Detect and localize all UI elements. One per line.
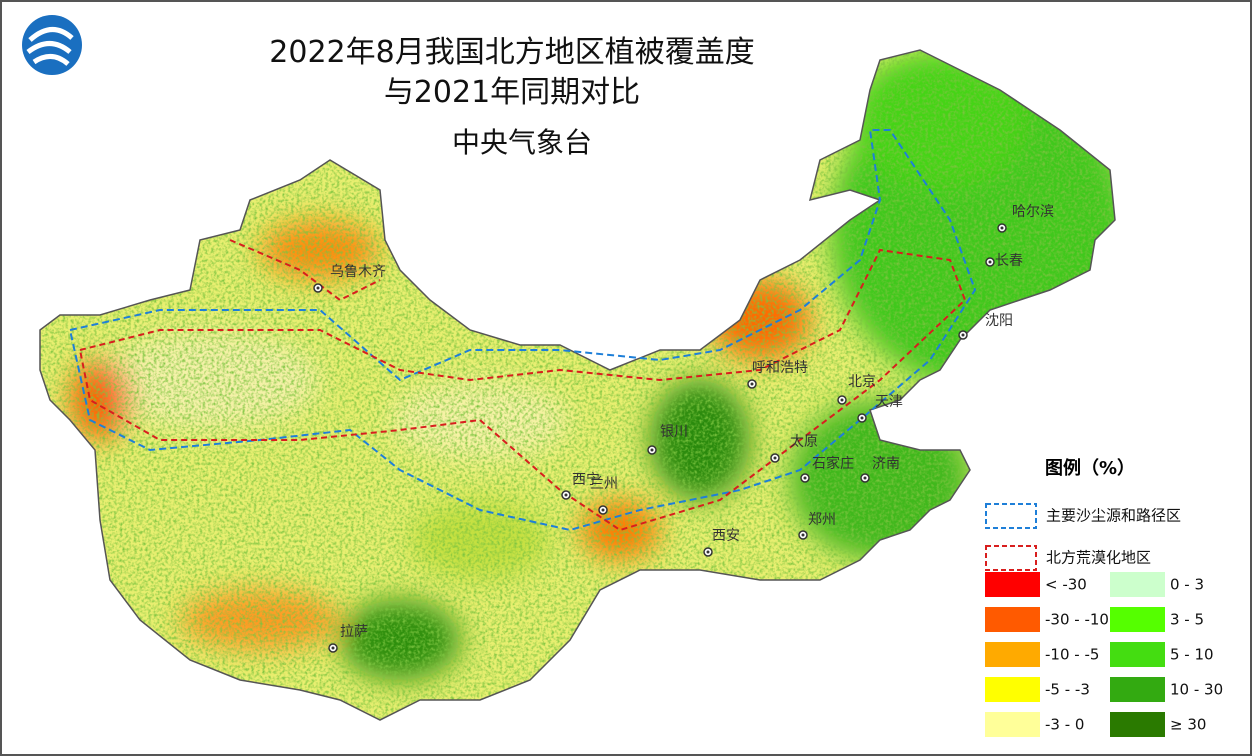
city-label: 西宁 (572, 471, 600, 488)
legend-swatch (985, 712, 1040, 737)
legend-swatch (985, 677, 1040, 702)
legend-label: 10 - 30 (1170, 681, 1223, 699)
legend-label: -30 - -10 (1045, 611, 1109, 629)
city-dot-center (961, 333, 965, 337)
legend-region-swatch (985, 503, 1037, 529)
city-label: 天津 (875, 394, 903, 410)
legend-label: -10 - -5 (1045, 646, 1099, 664)
legend-label: 5 - 10 (1170, 646, 1214, 664)
legend-swatch (1110, 607, 1165, 632)
legend-swatch (1110, 712, 1165, 737)
city-dot-center (706, 550, 710, 554)
logo (22, 15, 82, 75)
legend-region-label: 北方荒漠化地区 (1046, 549, 1151, 567)
city-dot-center (803, 476, 807, 480)
legend-swatch (985, 607, 1040, 632)
city-label: 石家庄 (812, 455, 854, 472)
city-dot-center (773, 456, 777, 460)
legend-swatch (985, 572, 1040, 597)
legend-swatch (985, 642, 1040, 667)
city-label: 北京 (848, 374, 876, 390)
city-label: 郑州 (808, 512, 836, 528)
city-dot-center (863, 476, 867, 480)
city-label: 拉萨 (340, 624, 368, 640)
city-label: 太原 (790, 434, 818, 450)
legend-swatch (1110, 677, 1165, 702)
city-label: 乌鲁木齐 (330, 264, 386, 280)
legend-box (978, 456, 1242, 746)
legend-title: 图例（%） (1045, 457, 1135, 479)
legend-label: 0 - 3 (1170, 576, 1204, 594)
legend-label: 3 - 5 (1170, 611, 1204, 629)
title-line1: 2022年8月我国北方地区植被覆盖度 (269, 35, 754, 70)
legend-region-swatch (985, 545, 1037, 571)
city-dot-center (860, 416, 864, 420)
city-dot-center (316, 286, 320, 290)
city-dot-center (840, 398, 844, 402)
legend-swatch (1110, 572, 1165, 597)
city-label: 呼和浩特 (752, 360, 808, 376)
title-line2: 与2021年同期对比 (384, 75, 640, 110)
city-label: 沈阳 (985, 313, 1013, 329)
city-dot-center (331, 646, 335, 650)
legend-label: < -30 (1045, 576, 1087, 594)
city-dot-center (988, 260, 992, 264)
city-dot-center (650, 448, 654, 452)
city-dot-center (1000, 226, 1004, 230)
city-dot-center (801, 533, 805, 537)
subtitle: 中央气象台 (452, 126, 592, 159)
city-label: 银川 (660, 424, 688, 440)
legend-label: ≥ 30 (1170, 716, 1206, 734)
city-label: 兰州 (590, 476, 618, 492)
city-label: 西安 (712, 528, 740, 544)
city-label: 哈尔滨 (1012, 204, 1054, 220)
legend-swatch (1110, 642, 1165, 667)
legend-label: -5 - -3 (1045, 681, 1090, 699)
city-dot-center (564, 493, 568, 497)
city-dot-center (750, 382, 754, 386)
city-label: 济南 (872, 456, 900, 472)
city-dot-center (601, 508, 605, 512)
legend-label: -3 - 0 (1045, 716, 1084, 734)
legend-region-label: 主要沙尘源和路径区 (1046, 507, 1181, 525)
city-label: 长春 (995, 253, 1023, 269)
